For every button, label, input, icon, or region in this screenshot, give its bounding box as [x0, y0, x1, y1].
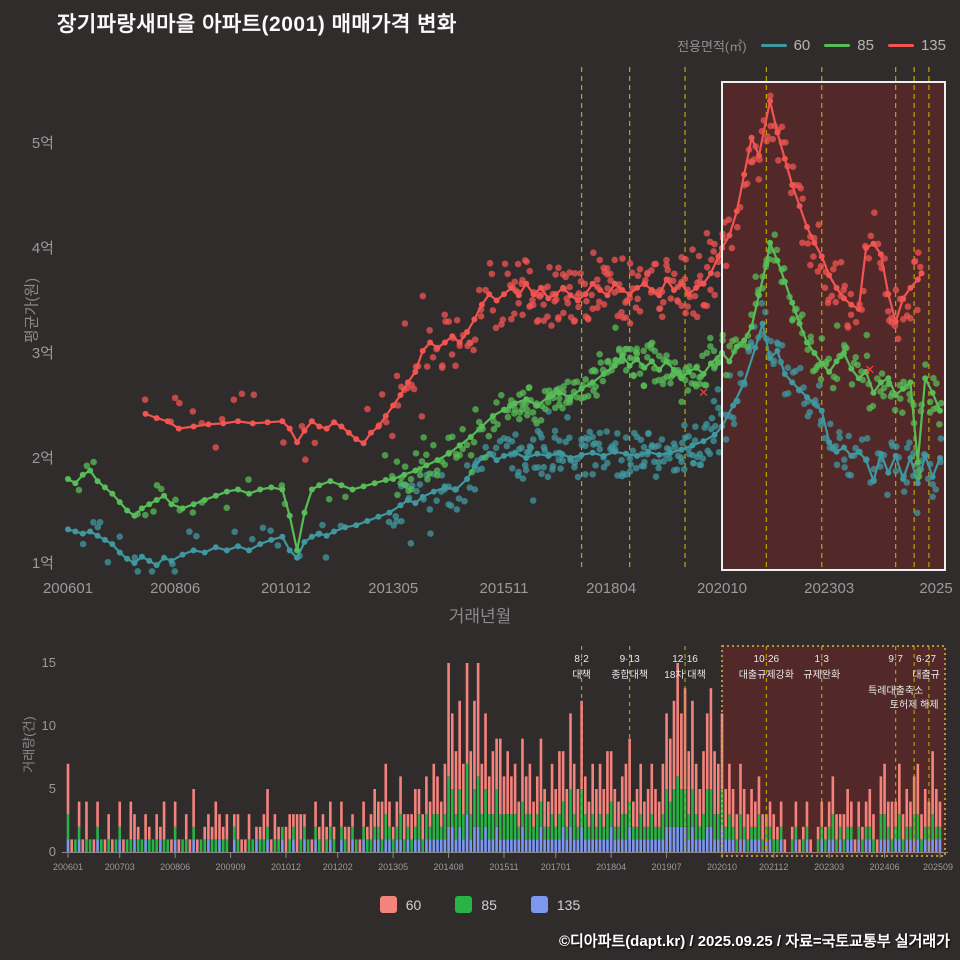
price-x-tick: 202303	[804, 580, 854, 597]
footer-credit: ©디아파트(dapt.kr) / 2025.09.25 / 자료=국토교통부 실…	[558, 933, 950, 950]
price-x-tick: 201305	[368, 580, 418, 597]
volume-y-tick: 5	[49, 781, 56, 796]
price-x-tick: 200601	[43, 580, 93, 597]
volume-legend: 60 85 135	[0, 896, 960, 913]
volume-x-tick: 200909	[216, 862, 246, 872]
cancelled-deal-marker: ✕	[864, 362, 875, 377]
legend-item-135[interactable]: 135	[887, 37, 946, 54]
square-swatch-60	[379, 896, 397, 913]
volume-x-tick: 201907	[652, 862, 682, 872]
price-y-tick: 4억	[32, 240, 54, 257]
volume-x-tick: 200806	[160, 862, 190, 872]
highlight-region-border	[721, 81, 946, 571]
volume-x-tick: 201701	[541, 862, 571, 872]
policy-event-desc: 특례대출축소	[868, 685, 923, 697]
price-x-tick: 201511	[480, 580, 529, 597]
policy-event-date: 9·7	[888, 654, 903, 665]
volume-x-tick: 202509	[923, 862, 953, 872]
legend-item-60[interactable]: 60	[760, 37, 811, 54]
volume-x-tick: 202303	[814, 862, 844, 872]
price-y-tick: 1억	[32, 555, 54, 572]
legend-label-60: 60	[793, 37, 811, 54]
policy-event-date: 8·2	[574, 654, 589, 665]
policy-event-desc: 종합대책	[611, 669, 648, 681]
volume-y-tick: 0	[49, 844, 56, 859]
volume-x-tick: 201804	[596, 862, 626, 872]
policy-event-desc: 대책	[572, 669, 590, 681]
highlight-region-fill	[722, 82, 945, 570]
price-chart[interactable]: 5억 4억 3억 2억 1억 200601 200806 201012 201305 201511…	[0, 55, 960, 630]
price-x-tick: 201804	[586, 580, 636, 597]
legend-label-135: 135	[920, 37, 946, 54]
price-x-tick: 201012	[261, 580, 311, 597]
volume-x-tick: 202112	[759, 862, 788, 872]
price-y-tick: 5억	[32, 135, 54, 152]
volume-x-tick: 201408	[434, 862, 464, 872]
price-y-tick: 3억	[32, 345, 54, 362]
volume-legend-item-60[interactable]: 60	[379, 896, 422, 913]
policy-event-date: 6·27	[916, 654, 936, 665]
volume-x-tick: 200703	[105, 862, 135, 872]
cancelled-deal-marker: ✕	[698, 385, 709, 400]
price-x-tick: 200806	[150, 580, 200, 597]
line-swatch-135	[887, 44, 914, 47]
price-series-135	[141, 92, 925, 464]
policy-event-date: 9·13	[620, 654, 640, 665]
legend-caption: 전용면적(㎡)	[677, 39, 747, 54]
price-x-tick: 2025	[919, 580, 952, 597]
volume-x-tick: 201305	[378, 862, 408, 872]
square-swatch-85	[455, 896, 473, 913]
policy-event-date: 10·26	[754, 654, 780, 665]
volume-legend-item-135[interactable]: 135	[530, 896, 581, 913]
volume-x-tick: 200601	[53, 862, 83, 872]
legend-item-85[interactable]: 85	[824, 37, 874, 54]
volume-x-tick: 201511	[489, 862, 518, 872]
price-y-axis-label: 평균가(원)	[23, 277, 41, 344]
price-x-axis-label: 거래년월	[448, 607, 512, 626]
policy-event-desc: 대출규	[912, 669, 940, 681]
square-swatch-135	[530, 896, 548, 913]
area-legend: 전용면적(㎡) 60 85 135	[677, 36, 946, 55]
volume-x-tick: 201202	[323, 862, 353, 872]
volume-y-tick: 15	[42, 655, 56, 670]
line-swatch-60	[760, 44, 787, 47]
policy-event-date: 12·16	[672, 654, 698, 665]
volume-x-tick: 202406	[870, 862, 900, 872]
volume-chart[interactable]: 0 5 10 15 200601 200703 200806 200909 201012 2012…	[0, 640, 960, 890]
line-swatch-85	[824, 44, 851, 47]
volume-y-tick: 10	[42, 718, 56, 733]
policy-event-desc: 토허제 해제	[890, 698, 939, 711]
legend-label-85: 85	[857, 37, 874, 54]
volume-x-tick: 201012	[271, 862, 301, 872]
volume-highlight-border	[721, 645, 946, 857]
volume-y-axis-label: 거래량(건)	[21, 716, 37, 773]
volume-legend-label-60: 60	[405, 896, 422, 913]
policy-event-date: 1·3	[815, 654, 830, 665]
price-x-tick: 202010	[697, 580, 747, 597]
volume-legend-label-135: 135	[556, 896, 581, 913]
page-title: 장기파랑새마을 아파트(2001) 매매가격 변화	[57, 13, 457, 36]
volume-legend-label-85: 85	[481, 896, 497, 913]
volume-legend-item-85[interactable]: 85	[455, 896, 497, 913]
volume-x-tick: 202010	[707, 862, 737, 872]
policy-event-desc: 대출규제강화	[739, 669, 794, 681]
policy-event-desc: 규제완화	[803, 669, 840, 681]
price-y-tick: 2억	[32, 450, 54, 467]
price-series-85	[65, 231, 945, 554]
policy-event-desc: 18차 대책	[664, 669, 706, 681]
